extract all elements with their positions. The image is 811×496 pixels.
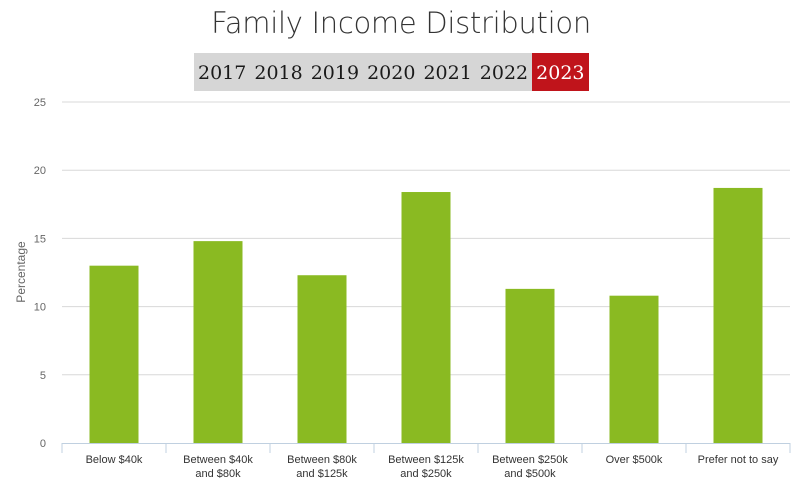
- y-tick-label: 20: [34, 165, 46, 177]
- x-tick-label-line: Over $500k: [606, 454, 663, 466]
- bar: [89, 265, 139, 443]
- year-tab-2021[interactable]: 2021: [423, 62, 472, 84]
- year-tab-2023[interactable]: 2023: [532, 53, 589, 91]
- year-selector: 2017 2018 2019 2020 2021 2022 2023: [194, 53, 589, 91]
- x-tick-label-line: and $250k: [400, 468, 452, 480]
- x-tick-label: Prefer not to say: [698, 454, 779, 466]
- x-tick-label-line: Below $40k: [86, 454, 143, 466]
- x-tick-label: Between $80k and $125k: [287, 454, 357, 480]
- year-tab-2022[interactable]: 2022: [479, 62, 529, 84]
- bar: [297, 275, 347, 443]
- year-tab-2018[interactable]: 2018: [254, 62, 303, 84]
- year-tab-2020[interactable]: 2020: [367, 62, 416, 84]
- y-tick-label: 15: [34, 233, 46, 245]
- x-tick-label-line: Prefer not to say: [698, 454, 779, 466]
- x-tick-label-line: and $80k: [195, 468, 241, 480]
- y-tick-label: 0: [40, 438, 46, 450]
- x-tick-label: Below $40k: [86, 454, 143, 466]
- bar: [713, 187, 763, 443]
- bar: [193, 241, 243, 443]
- y-tick-label: 25: [34, 97, 46, 109]
- x-tick-label-line: Between $250k: [492, 454, 568, 466]
- x-tick-label-line: and $500k: [504, 468, 556, 480]
- bar: [401, 192, 451, 443]
- x-tick-label-line: Between $125k: [388, 454, 464, 466]
- x-tick-label-line: Between $40k: [183, 454, 253, 466]
- bar: [609, 295, 659, 443]
- y-axis-label: Percentage: [14, 241, 28, 303]
- chart-title: Family Income Distribution: [211, 6, 591, 40]
- x-tick-label: Between $125k and $250k: [388, 454, 464, 480]
- year-tab-2017[interactable]: 2017: [198, 62, 247, 84]
- x-tick-label-line: Between $80k: [287, 454, 357, 466]
- x-tick-label: Between $250k and $500k: [492, 454, 568, 480]
- x-tick-label: Between $40k and $80k: [183, 454, 253, 480]
- y-tick-label: 10: [34, 302, 46, 314]
- x-tick-label-line: and $125k: [296, 468, 348, 480]
- y-tick-label: 5: [40, 370, 46, 382]
- year-tab-2019[interactable]: 2019: [310, 62, 360, 84]
- bar: [505, 288, 555, 443]
- x-tick-label: Over $500k: [606, 454, 663, 466]
